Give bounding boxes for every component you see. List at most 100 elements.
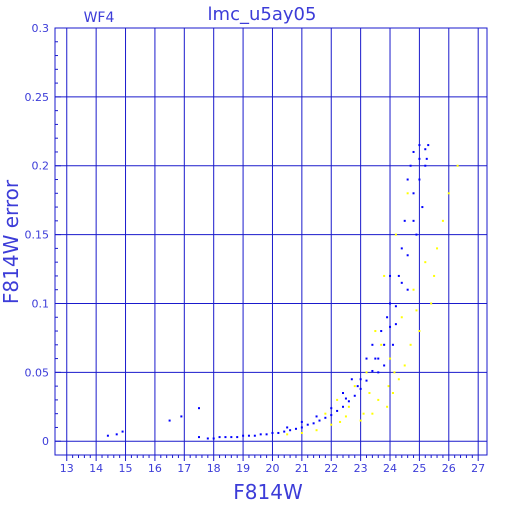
x-tick-label: 19 (236, 462, 250, 475)
data-point (377, 371, 380, 374)
y-tick-label: 0.1 (32, 297, 50, 310)
data-point (283, 430, 286, 433)
data-point (347, 405, 350, 408)
data-point (315, 415, 318, 418)
data-point (212, 437, 215, 440)
data-point (242, 434, 245, 437)
x-tick-label: 17 (177, 462, 191, 475)
data-point (344, 397, 347, 400)
tick-marks (55, 27, 479, 461)
data-point (300, 420, 303, 423)
data-point (106, 434, 109, 437)
data-point (412, 219, 415, 222)
data-point (418, 330, 421, 333)
data-point (336, 409, 339, 412)
x-tick-label: 27 (471, 462, 485, 475)
series-yellow-points (286, 164, 459, 436)
data-point (315, 429, 318, 432)
data-point (312, 422, 315, 425)
y-tick-label: 0 (42, 435, 49, 448)
data-point (406, 288, 409, 291)
data-point (380, 343, 383, 346)
data-point (339, 420, 342, 423)
data-point (330, 407, 333, 410)
data-point (306, 423, 309, 426)
data-point (418, 157, 421, 160)
data-point (421, 206, 424, 209)
data-point (386, 316, 389, 319)
y-tick-label: 0.15 (25, 229, 50, 242)
data-point (418, 144, 421, 147)
data-point (353, 394, 356, 397)
data-point (415, 233, 418, 236)
data-point (286, 426, 289, 429)
y-tick-labels: 0 0.05 0.1 0.15 0.2 0.25 0.3 (25, 22, 50, 448)
data-point (400, 316, 403, 319)
data-point (365, 379, 368, 382)
data-point (180, 415, 183, 418)
y-tick-label: 0.2 (32, 160, 50, 173)
data-point (300, 431, 303, 434)
data-point (394, 305, 397, 308)
data-point (198, 407, 200, 410)
data-point (324, 412, 327, 415)
grid (55, 27, 487, 455)
data-point (198, 436, 200, 439)
x-tick-label: 22 (324, 462, 338, 475)
data-point (383, 274, 386, 277)
data-point (253, 434, 256, 437)
x-tick-label: 21 (295, 462, 309, 475)
data-point (383, 364, 386, 367)
data-point (230, 436, 233, 439)
data-point (371, 412, 374, 415)
data-point (424, 261, 427, 264)
data-point (389, 325, 392, 328)
data-point (447, 192, 450, 195)
data-point (400, 281, 403, 284)
data-points (106, 144, 459, 440)
data-point (412, 192, 415, 195)
data-point (441, 219, 444, 222)
data-point (330, 414, 333, 417)
data-point (386, 405, 389, 408)
chart-title: lmc_u5ay05 (208, 4, 317, 25)
data-point (403, 364, 406, 367)
data-point (383, 343, 386, 346)
x-tick-label: 24 (383, 462, 397, 475)
x-tick-label: 23 (354, 462, 368, 475)
data-point (368, 392, 371, 395)
data-point (206, 437, 209, 440)
data-point (336, 398, 339, 401)
data-point (409, 343, 412, 346)
data-point (247, 434, 250, 437)
data-point (259, 433, 262, 436)
data-point (394, 233, 397, 236)
data-point (356, 385, 359, 388)
data-point (347, 400, 350, 403)
x-tick-label: 26 (442, 462, 456, 475)
y-tick-label: 0.25 (25, 91, 50, 104)
x-tick-label: 16 (148, 462, 162, 475)
data-point (371, 369, 374, 372)
data-point (425, 157, 428, 160)
data-point (406, 254, 409, 257)
data-point (365, 371, 368, 374)
data-point (397, 378, 400, 381)
data-point (350, 378, 353, 381)
data-point (424, 164, 427, 167)
data-point (168, 419, 171, 422)
data-point (394, 323, 397, 326)
x-tick-label: 15 (119, 462, 133, 475)
data-point (362, 412, 365, 415)
data-point (387, 385, 390, 388)
y-tick-label: 0.3 (32, 22, 50, 35)
data-point (324, 416, 327, 419)
data-point (286, 433, 289, 436)
data-point (397, 274, 400, 277)
data-point (344, 415, 347, 418)
data-point (353, 385, 356, 388)
x-tick-label: 25 (412, 462, 426, 475)
chart-subtitle: WF4 (84, 10, 115, 26)
data-point (359, 378, 362, 381)
x-tick-label: 18 (207, 462, 221, 475)
